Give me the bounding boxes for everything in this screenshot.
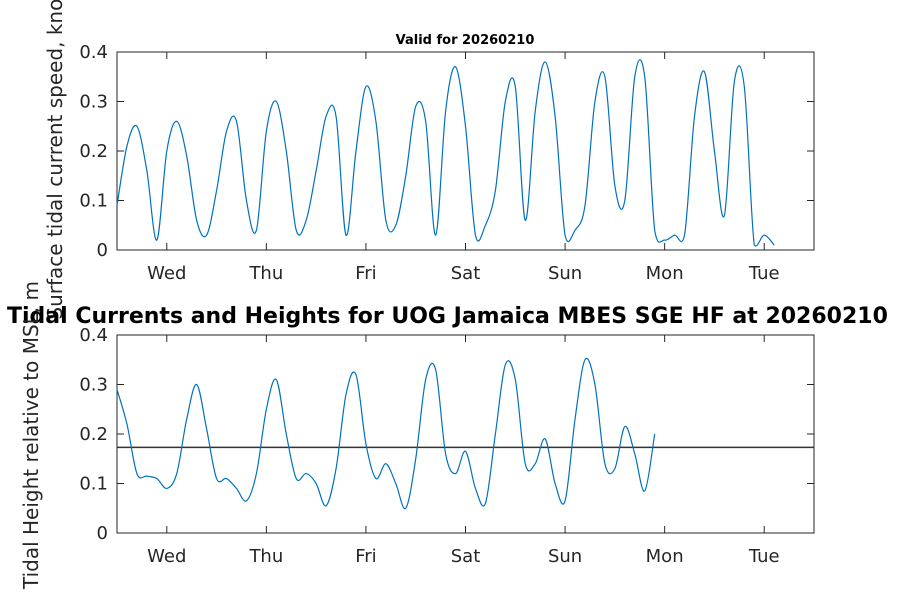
top-ytick-label: 0.4 (79, 42, 108, 63)
current-speed-line (116, 59, 775, 247)
top-chart-axes (116, 51, 815, 251)
tidal-height-chart: Tidal Currents and Heights for UOG Jamai… (7, 281, 888, 590)
bottom-xtick-label: Thu (248, 546, 283, 567)
top-xtick-label: Sat (451, 263, 481, 284)
current-speed-chart: Valid for 20260210 Surface tidal current… (43, 0, 815, 320)
top-xtick-label: Wed (147, 263, 186, 284)
top-x-ticks: Wed Thu Fri Sat Sun Mon Tue (147, 52, 780, 284)
bottom-y-ticks: 0 0.1 0.2 0.3 0.4 (79, 325, 814, 544)
top-y-ticks: 0 0.1 0.2 0.3 0.4 (79, 42, 814, 261)
bottom-xtick-label: Sat (451, 546, 481, 567)
top-xtick-label: Sun (548, 263, 582, 284)
top-xtick-label: Thu (248, 263, 283, 284)
bottom-xtick-label: Sun (548, 546, 582, 567)
top-chart-title: Valid for 20260210 (396, 33, 535, 48)
top-xtick-label: Tue (748, 263, 780, 284)
bottom-chart-title: Tidal Currents and Heights for UOG Jamai… (7, 304, 888, 329)
top-ytick-label: 0.1 (79, 191, 108, 212)
bottom-x-ticks: Wed Thu Fri Sat Sun Mon Tue (147, 335, 780, 567)
bottom-chart-axes (116, 334, 815, 534)
top-chart-ylabel: Surface tidal current speed, knots (43, 0, 67, 320)
bottom-ytick-label: 0.2 (79, 424, 108, 445)
bottom-xtick-label: Tue (748, 546, 780, 567)
bottom-ytick-label: 0.1 (79, 474, 108, 495)
top-ytick-label: 0.3 (79, 92, 108, 113)
bottom-ytick-label: 0 (97, 523, 108, 544)
bottom-ytick-label: 0.3 (79, 375, 108, 396)
bottom-ytick-label: 0.4 (79, 325, 108, 346)
bottom-xtick-label: Mon (646, 546, 684, 567)
bottom-chart-ylabel: Tidal Height relative to MSL, m (19, 281, 43, 590)
top-xtick-label: Mon (646, 263, 684, 284)
bottom-xtick-label: Fri (355, 546, 376, 567)
top-ytick-label: 0 (97, 240, 108, 261)
bottom-xtick-label: Wed (147, 546, 186, 567)
tidal-height-line (116, 357, 656, 510)
top-xtick-label: Fri (355, 263, 376, 284)
top-ytick-label: 0.2 (79, 141, 108, 162)
